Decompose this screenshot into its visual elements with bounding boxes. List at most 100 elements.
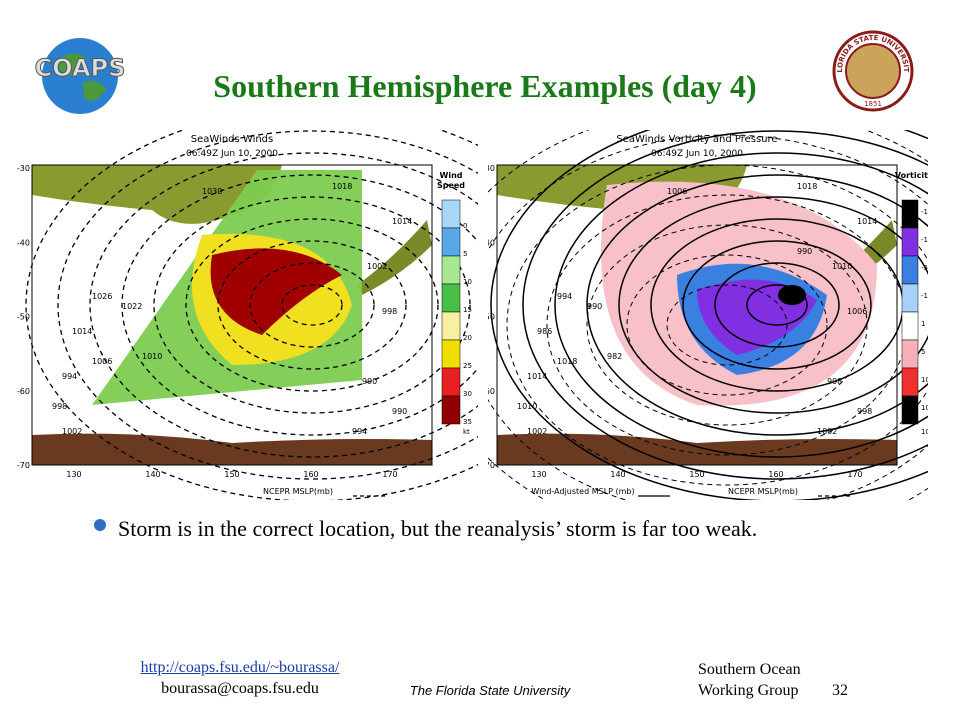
legend-swatch — [441, 255, 461, 285]
y-label: -40 — [17, 238, 30, 247]
legend-label: 5 — [463, 250, 467, 258]
contour-label: 990 — [362, 377, 377, 386]
contour-label: 998 — [857, 407, 872, 416]
isobar — [281, 284, 343, 326]
contour-label: 1022 — [122, 302, 142, 311]
contour-label: 1006 — [92, 357, 112, 366]
contour-label: 1002 — [527, 427, 547, 436]
x-label: 130 — [531, 470, 546, 479]
legend-label: 100 — [921, 404, 928, 412]
bullet-text: Storm is in the correct location, but th… — [118, 516, 758, 541]
isobar — [522, 130, 928, 480]
contour-label: 1002 — [817, 427, 837, 436]
contour-label: 1014 — [857, 217, 877, 226]
contour-label: 982 — [607, 352, 622, 361]
isobar — [714, 262, 840, 348]
contour-label: 994 — [557, 292, 572, 301]
logo-text: COAPS — [35, 54, 126, 82]
isobar — [618, 196, 928, 414]
map-subtitle: 06:49Z Jun 10, 2000 — [651, 149, 743, 159]
contour-label: 994 — [352, 427, 367, 436]
contour-label: 1014 — [72, 327, 92, 336]
seal-year: 1851 — [864, 100, 882, 108]
contour-label: 1018 — [557, 357, 577, 366]
land-new-zealand — [357, 220, 432, 295]
contour-label: 1026 — [92, 292, 112, 301]
coaps-logo: COAPS — [34, 38, 126, 114]
contour-label: 1010 — [832, 262, 852, 271]
x-label: 170 — [847, 470, 862, 479]
isobar — [121, 174, 478, 436]
isobar — [746, 284, 808, 326]
x-label: 150 — [689, 470, 704, 479]
isobar — [185, 218, 439, 392]
contour-label: 1018 — [332, 182, 352, 191]
footer-email: bourassa@coaps.fsu.edu — [161, 680, 319, 697]
seal-center — [845, 43, 901, 99]
legend-label: 0 — [463, 222, 467, 230]
legend-swatch — [441, 311, 461, 341]
slide-title: Southern Hemisphere Examples (day 4) — [213, 68, 757, 104]
y-label: -50 — [488, 313, 495, 322]
y-label: -60 — [17, 387, 30, 396]
legend-swatch — [441, 339, 461, 369]
contour-label: 1030 — [202, 187, 222, 196]
legend-swatch — [901, 395, 919, 425]
y-label: -70 — [488, 461, 495, 470]
legend-label: 10 — [463, 278, 472, 286]
isobar — [153, 196, 471, 414]
y-label: -50 — [17, 313, 30, 322]
legend-label: 35 — [463, 418, 472, 426]
legend-swatch — [901, 255, 919, 285]
isobar-dashed — [488, 134, 928, 500]
legend-label: kt — [463, 428, 470, 436]
contour-label: 1002 — [62, 427, 82, 436]
isobar — [249, 262, 375, 348]
legend-label: 25 — [463, 362, 472, 370]
x-label: 150 — [224, 470, 239, 479]
page-number: 32 — [832, 682, 848, 699]
legend-swatch — [901, 311, 919, 341]
legend-title: Vorticity — [895, 171, 928, 180]
wind-red — [210, 248, 342, 335]
legend-label: 1 — [921, 320, 925, 328]
y-label: -30 — [488, 164, 495, 173]
legend-swatch — [901, 283, 919, 313]
y-label: -70 — [17, 461, 30, 470]
footer-university: The Florida State University — [409, 683, 571, 698]
contour-label: 1006 — [847, 307, 867, 316]
footer-right-2: Working Group — [698, 682, 799, 699]
legend-label: 15 — [463, 306, 472, 314]
y-label: -30 — [17, 164, 30, 173]
isobar-dashed — [586, 224, 868, 426]
x-label: 160 — [303, 470, 318, 479]
contour-label: 986 — [537, 327, 552, 336]
legend-label: -1 — [921, 292, 928, 300]
footer-link[interactable]: http://coaps.fsu.edu/~bourassa/ — [140, 659, 340, 676]
map-frame — [31, 164, 433, 466]
isobar — [490, 130, 928, 500]
map-footer: NCEPR MSLP(mb) — [728, 487, 798, 496]
legend-label: 5 — [921, 348, 925, 356]
x-label: 160 — [768, 470, 783, 479]
x-label: 140 — [145, 470, 160, 479]
bullet-dot — [94, 519, 106, 531]
legend-swatch — [441, 227, 461, 257]
contour-label: 1014 — [527, 372, 547, 381]
contour-label: 1002 — [367, 262, 387, 271]
map-subtitle: 06:49Z Jun 10, 2000 — [186, 149, 278, 159]
contour-label: 1014 — [392, 217, 412, 226]
legend-label: -5 — [921, 264, 928, 272]
legend-label: -100 — [921, 208, 928, 216]
isobar — [554, 152, 928, 458]
contour-label: 990 — [392, 407, 407, 416]
legend-label: 10 — [921, 376, 928, 384]
x-label: 130 — [66, 470, 81, 479]
contour-label: 1018 — [797, 182, 817, 191]
contour-label: 990 — [587, 302, 602, 311]
x-label: 170 — [382, 470, 397, 479]
legend-title: Wind — [440, 171, 463, 180]
